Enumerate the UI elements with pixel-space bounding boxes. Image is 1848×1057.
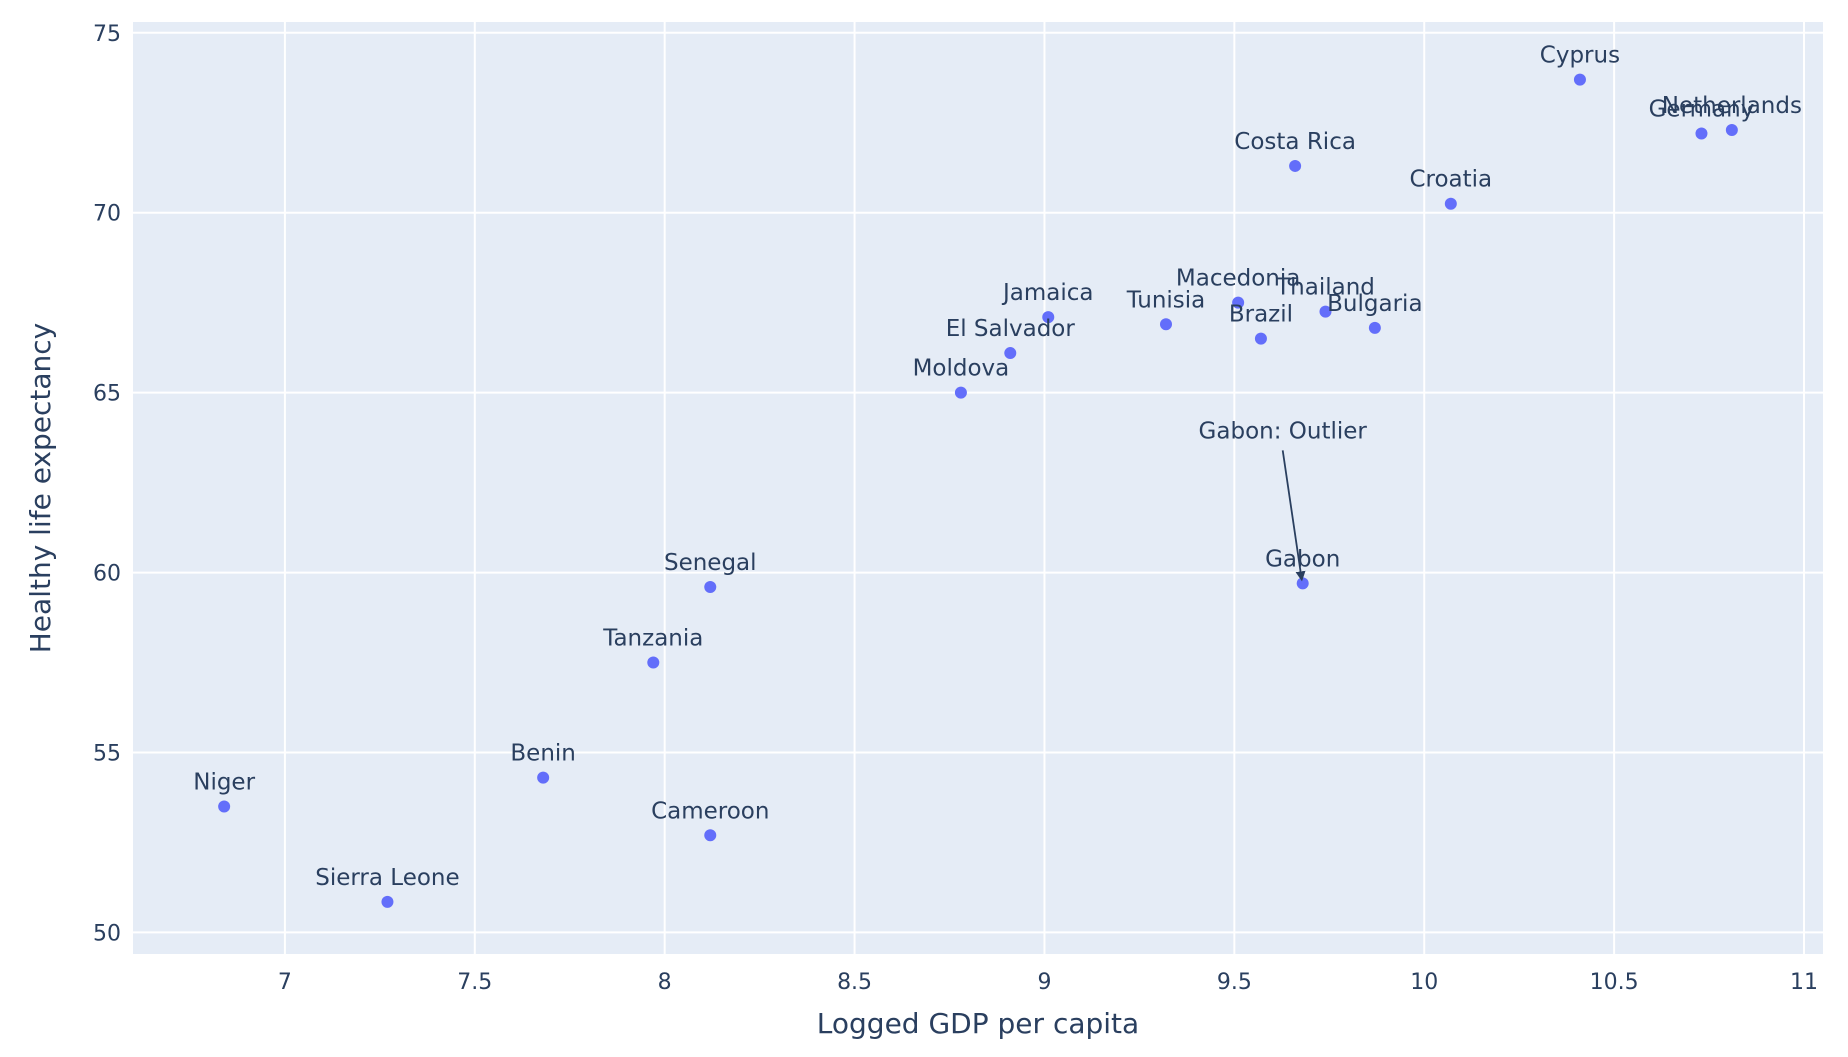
point-label: Moldova <box>913 356 1010 382</box>
point-label: Germany <box>1649 97 1755 123</box>
x-tick-label: 9.5 <box>1217 970 1252 995</box>
data-point <box>704 829 717 842</box>
y-axis-ticks: 50 55 60 65 70 75 <box>93 22 121 947</box>
y-tick-label: 65 <box>93 382 121 407</box>
x-axis-ticks: 7 7.5 8 8.5 9 9.5 10 10.5 11 <box>278 970 1818 995</box>
data-point <box>647 656 660 669</box>
point-label: El Salvador <box>946 316 1076 342</box>
annotation-label: Gabon: Outlier <box>1199 418 1368 444</box>
point-label: Croatia <box>1409 167 1492 193</box>
point-label: Tunisia <box>1126 287 1206 313</box>
data-point <box>1444 197 1457 210</box>
annotations: Gabon: Outlier <box>1199 418 1368 582</box>
data-point <box>1159 318 1172 331</box>
data-point <box>537 771 550 784</box>
data-point <box>1289 159 1302 172</box>
y-tick-label: 50 <box>93 921 121 946</box>
point-label: Niger <box>193 769 255 795</box>
data-point <box>1695 127 1708 140</box>
x-tick-label: 8 <box>658 970 672 995</box>
data-point <box>218 800 231 813</box>
x-tick-label: 10 <box>1410 970 1438 995</box>
x-tick-label: 7 <box>278 970 292 995</box>
grid-lines <box>133 22 1823 954</box>
point-label: Tanzania <box>602 626 703 652</box>
point-label: Jamaica <box>1001 280 1094 306</box>
data-point <box>1573 73 1586 86</box>
data-point <box>1004 347 1017 360</box>
data-point <box>1254 332 1267 345</box>
data-point <box>1319 305 1332 318</box>
point-label: Costa Rica <box>1234 129 1356 155</box>
point-label: Sierra Leone <box>315 865 459 891</box>
y-tick-label: 75 <box>93 22 121 47</box>
y-tick-label: 70 <box>93 202 121 227</box>
x-axis-title: Logged GDP per capita <box>817 1007 1139 1040</box>
y-tick-label: 55 <box>93 741 121 766</box>
data-point <box>1725 123 1738 136</box>
point-label: Macedonia <box>1176 266 1300 292</box>
y-tick-label: 60 <box>93 562 121 587</box>
point-label: Brazil <box>1229 302 1293 328</box>
point-label: Bulgaria <box>1327 291 1422 317</box>
point-label: Senegal <box>664 550 757 576</box>
data-point <box>1296 577 1309 590</box>
x-tick-label: 10.5 <box>1590 970 1639 995</box>
data-point <box>704 580 717 593</box>
point-label: Gabon <box>1265 546 1340 572</box>
x-tick-label: 9 <box>1037 970 1051 995</box>
point-label: Benin <box>510 741 575 767</box>
data-point <box>381 895 394 908</box>
point-label: Cameroon <box>651 798 769 824</box>
data-points <box>218 73 1738 908</box>
data-point <box>1042 311 1055 324</box>
y-axis-title: Healthy life expectancy <box>24 323 57 654</box>
data-point <box>954 386 967 399</box>
point-label: Cyprus <box>1540 43 1620 69</box>
point-labels: Niger Sierra Leone Benin Tanzania Senegal Cam… <box>193 43 1802 891</box>
x-tick-label: 8.5 <box>837 970 872 995</box>
x-tick-label: 11 <box>1790 970 1818 995</box>
point-label: Netherlands <box>1662 93 1802 119</box>
data-point <box>1368 321 1381 334</box>
plot-area <box>133 22 1823 954</box>
point-label: Thailand <box>1275 275 1375 301</box>
data-point <box>1232 296 1245 309</box>
annotation-arrow <box>1281 450 1306 582</box>
x-tick-label: 7.5 <box>457 970 492 995</box>
